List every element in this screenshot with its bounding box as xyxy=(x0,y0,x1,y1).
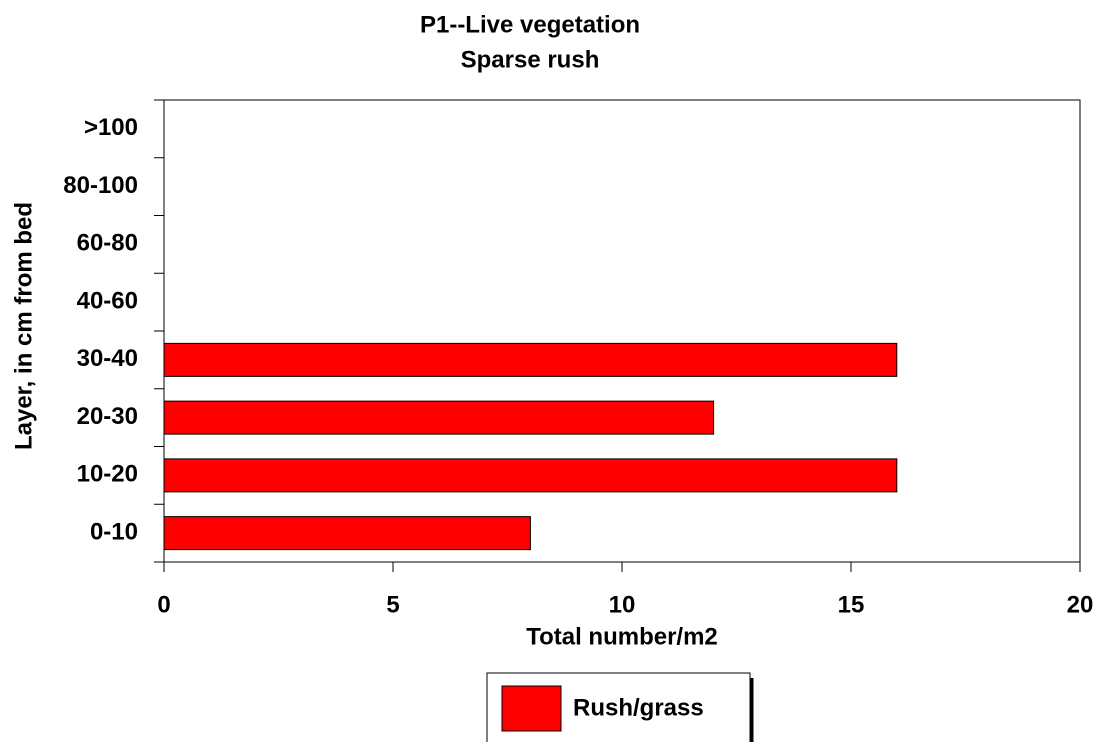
bar xyxy=(163,458,898,493)
plot-frame xyxy=(163,99,1081,563)
bar xyxy=(163,342,898,377)
x-axis-title: Total number/m2 xyxy=(526,623,718,650)
x-tick-label: 20 xyxy=(1067,591,1094,618)
x-tick-label: 10 xyxy=(609,591,636,618)
x-tick-label: 0 xyxy=(157,591,170,618)
legend-label: Rush/grass xyxy=(573,694,704,721)
x-tick-label: 5 xyxy=(386,591,399,618)
y-tick-label: 0-10 xyxy=(90,518,138,545)
chart-subtitle: Sparse rush xyxy=(461,46,600,73)
chart-title: P1--Live vegetation xyxy=(420,11,640,38)
y-tick-label: 60-80 xyxy=(77,230,138,257)
legend-swatch xyxy=(501,685,562,732)
y-tick-label: >100 xyxy=(84,114,138,141)
y-tick-label: 10-20 xyxy=(77,461,138,488)
y-axis-title: Layer, in cm from bed xyxy=(10,202,37,450)
y-tick-label: 40-60 xyxy=(77,287,138,314)
x-tick-label: 15 xyxy=(838,591,865,618)
y-tick-label: 30-40 xyxy=(77,345,138,372)
y-tick-label: 80-100 xyxy=(63,172,138,199)
y-tick-label: 20-30 xyxy=(77,403,138,430)
bar xyxy=(163,400,715,435)
bar xyxy=(163,516,531,551)
